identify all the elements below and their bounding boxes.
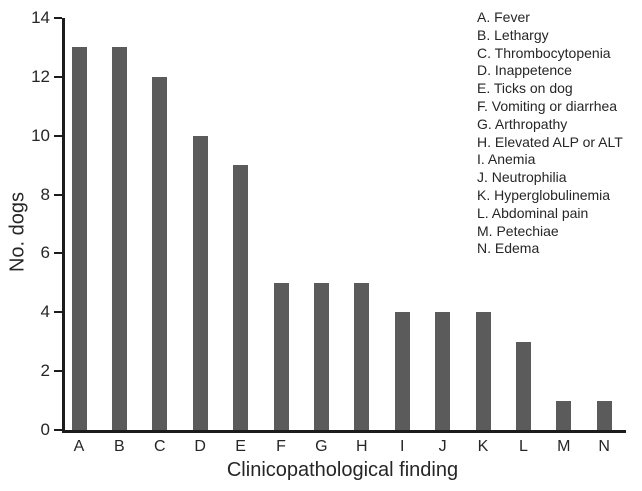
bar-G	[313, 282, 329, 430]
y-tick-mark-10	[54, 134, 62, 137]
bar-K	[475, 312, 491, 430]
legend-item-H: H. Elevated ALP or ALT	[477, 133, 623, 150]
y-tick-mark-0	[54, 429, 62, 431]
bar-I	[394, 312, 410, 430]
bar-D	[192, 135, 208, 430]
legend-item-E: E. Ticks on dog	[477, 80, 573, 97]
x-tick-label-F: F	[276, 438, 286, 455]
x-tick-label-D: D	[194, 438, 206, 455]
y-tick-mark-4	[54, 311, 62, 314]
x-tick-label-B: B	[114, 438, 125, 455]
legend-item-F: F. Vomiting or diarrhea	[477, 97, 618, 114]
x-tick-label-A: A	[73, 438, 85, 455]
y-tick-label-10: 10	[31, 125, 50, 145]
legend: A. Fever B. Lethargy C. Thrombocytopenia D.…	[477, 9, 623, 258]
x-tick-label-H: H	[356, 438, 368, 455]
x-axis-title: Clinicopathological finding	[226, 459, 459, 481]
bar-F	[273, 282, 289, 430]
legend-item-G: G. Arthropathy	[477, 115, 568, 132]
legend-item-A: A. Fever	[477, 9, 530, 25]
x-tick-label-E: E	[235, 438, 246, 455]
legend-item-B: B. Lethargy	[477, 26, 549, 43]
x-tick-label-C: C	[154, 438, 166, 455]
bar-M	[556, 400, 572, 430]
bar-A	[71, 47, 87, 430]
y-tick-label-2: 2	[40, 361, 50, 381]
legend-item-K: K. Hyperglobulinemia	[477, 186, 611, 203]
y-tick-label-14: 14	[31, 8, 50, 27]
x-tick-label-K: K	[477, 438, 489, 455]
legend-item-I: I. Anemia	[477, 151, 536, 168]
x-tick-label-L: L	[518, 438, 528, 455]
plot-area	[62, 18, 626, 433]
y-tick-label-8: 8	[40, 184, 50, 204]
x-tick-label-M: M	[557, 438, 571, 455]
y-tick-mark-12	[54, 75, 62, 78]
bar-B	[111, 47, 127, 430]
bar-J	[435, 312, 451, 430]
legend-item-N: N. Edema	[477, 240, 540, 257]
y-tick-label-12: 12	[31, 66, 50, 86]
bar-N	[596, 400, 612, 430]
x-tick-label-I: I	[399, 438, 405, 455]
x-tick-label-N: N	[598, 438, 610, 455]
legend-item-L: L. Abdominal pain	[477, 204, 589, 221]
legend-item-D: D. Inappetence	[477, 62, 572, 79]
y-tick-label-6: 6	[40, 243, 50, 263]
y-tick-mark-8	[54, 193, 62, 196]
y-tick-label-0: 0	[40, 420, 50, 439]
bar-C	[152, 76, 168, 430]
bar-E	[233, 165, 249, 430]
bar-L	[515, 341, 531, 430]
legend-item-C: C. Thrombocytopenia	[477, 44, 611, 61]
y-tick-label-4: 4	[40, 302, 50, 322]
x-tick-label-J: J	[438, 438, 447, 455]
y-tick-mark-6	[54, 252, 62, 255]
bar-H	[354, 282, 370, 430]
y-tick-mark-2	[54, 370, 62, 373]
x-tick-label-G: G	[315, 438, 328, 455]
y-tick-mark-14	[54, 17, 62, 19]
legend-item-J: J. Neutrophilia	[477, 169, 567, 186]
legend-item-M: M. Petechiae	[477, 222, 559, 239]
